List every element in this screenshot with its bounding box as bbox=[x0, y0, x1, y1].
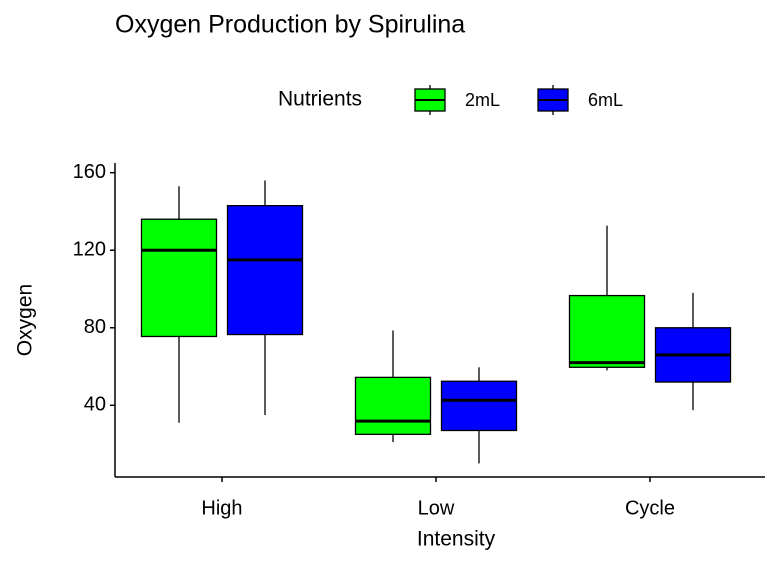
y-tick-label: 160 bbox=[73, 161, 106, 183]
box bbox=[440, 380, 518, 432]
box bbox=[354, 376, 432, 436]
y-tick-label: 120 bbox=[73, 239, 106, 261]
y-tick-label: 40 bbox=[84, 394, 106, 416]
x-tick-label: High bbox=[201, 497, 242, 519]
box bbox=[226, 204, 304, 336]
box bbox=[568, 294, 646, 368]
x-tick-label: Low bbox=[418, 497, 455, 519]
x-axis-label: Intensity bbox=[417, 528, 496, 551]
legend-label: 6mL bbox=[588, 90, 623, 110]
y-tick-label: 80 bbox=[84, 316, 106, 338]
chart-title: Oxygen Production by Spirulina bbox=[115, 11, 465, 39]
legend-title: Nutrients bbox=[278, 88, 362, 111]
box bbox=[140, 218, 218, 338]
y-axis-label: Oxygen bbox=[14, 284, 37, 356]
x-tick-label: Cycle bbox=[625, 497, 675, 519]
legend-label: 2mL bbox=[465, 90, 500, 110]
